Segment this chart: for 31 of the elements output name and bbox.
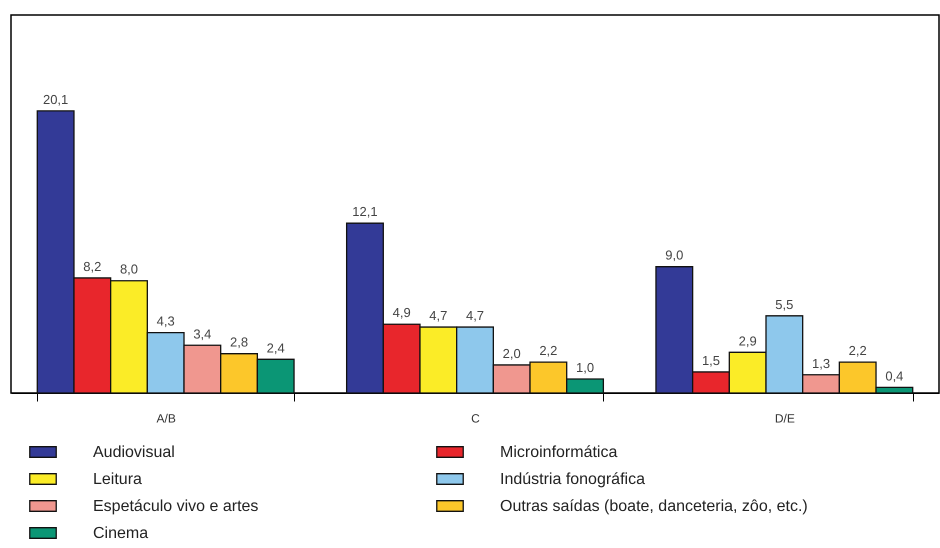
- legend-label: Cinema: [93, 525, 148, 542]
- legend-label: Audiovisual: [93, 444, 175, 461]
- data-label: 8,2: [83, 258, 102, 274]
- data-label: 2,0: [502, 346, 521, 361]
- data-label: 20,1: [42, 92, 68, 107]
- data-label: 4,3: [156, 314, 175, 329]
- data-label: 0,4: [885, 368, 904, 384]
- data-label: 4,7: [429, 308, 448, 324]
- data-label: 1,3: [812, 356, 830, 371]
- data-label: 2,2: [848, 343, 867, 358]
- legend-label: Espetáculo vivo e artes: [93, 498, 258, 515]
- x-tick-label: A/B: [156, 412, 176, 426]
- legend-label: Leitura: [93, 471, 142, 488]
- data-label: 9,0: [665, 248, 684, 263]
- x-tick-label: D/E: [774, 412, 795, 426]
- data-label: 3,4: [193, 326, 212, 342]
- data-label: 8,0: [120, 262, 138, 277]
- data-label: 4,9: [392, 305, 411, 320]
- data-label: 2,9: [738, 333, 757, 348]
- x-tick-label: C: [471, 412, 480, 426]
- data-label: 1,5: [702, 352, 720, 368]
- legend-label: Microinformática: [500, 444, 618, 461]
- data-label: 5,5: [775, 296, 794, 312]
- data-label: 1,0: [576, 360, 594, 375]
- data-label: 2,2: [539, 343, 558, 358]
- legend-label: Indústria fonográfica: [500, 471, 646, 488]
- data-label: 4,7: [466, 308, 484, 324]
- data-label: 2,4: [266, 340, 285, 356]
- data-label: 2,8: [230, 334, 248, 350]
- data-label: 12,1: [352, 204, 378, 220]
- legend-label: Outras saídas (boate, danceteria, zôo, etc.): [500, 498, 808, 515]
